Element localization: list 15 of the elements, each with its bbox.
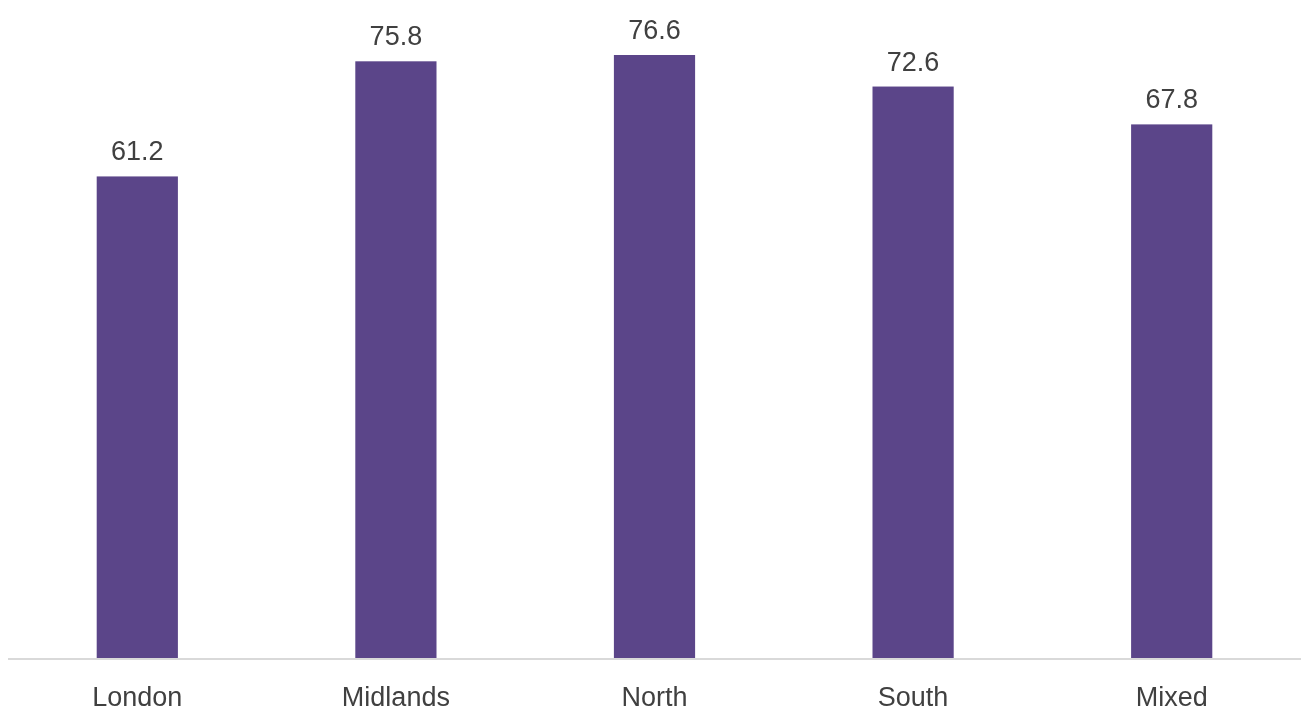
x-tick-label: Midlands — [341, 682, 450, 711]
x-tick-label: North — [621, 682, 688, 711]
data-label: 72.6 — [886, 46, 940, 77]
data-label: 67.8 — [1145, 84, 1198, 115]
bar — [355, 61, 437, 659]
x-tick-label: London — [92, 682, 183, 711]
x-tick-label: South — [877, 682, 949, 711]
data-label: 76.6 — [628, 15, 681, 45]
x-tick-label: Mixed — [1135, 682, 1208, 711]
data-label: 75.8 — [369, 21, 423, 52]
bar — [96, 176, 178, 659]
bar — [872, 86, 954, 659]
bar — [613, 55, 696, 659]
data-label: 61.2 — [111, 136, 164, 167]
bar — [1131, 124, 1213, 659]
